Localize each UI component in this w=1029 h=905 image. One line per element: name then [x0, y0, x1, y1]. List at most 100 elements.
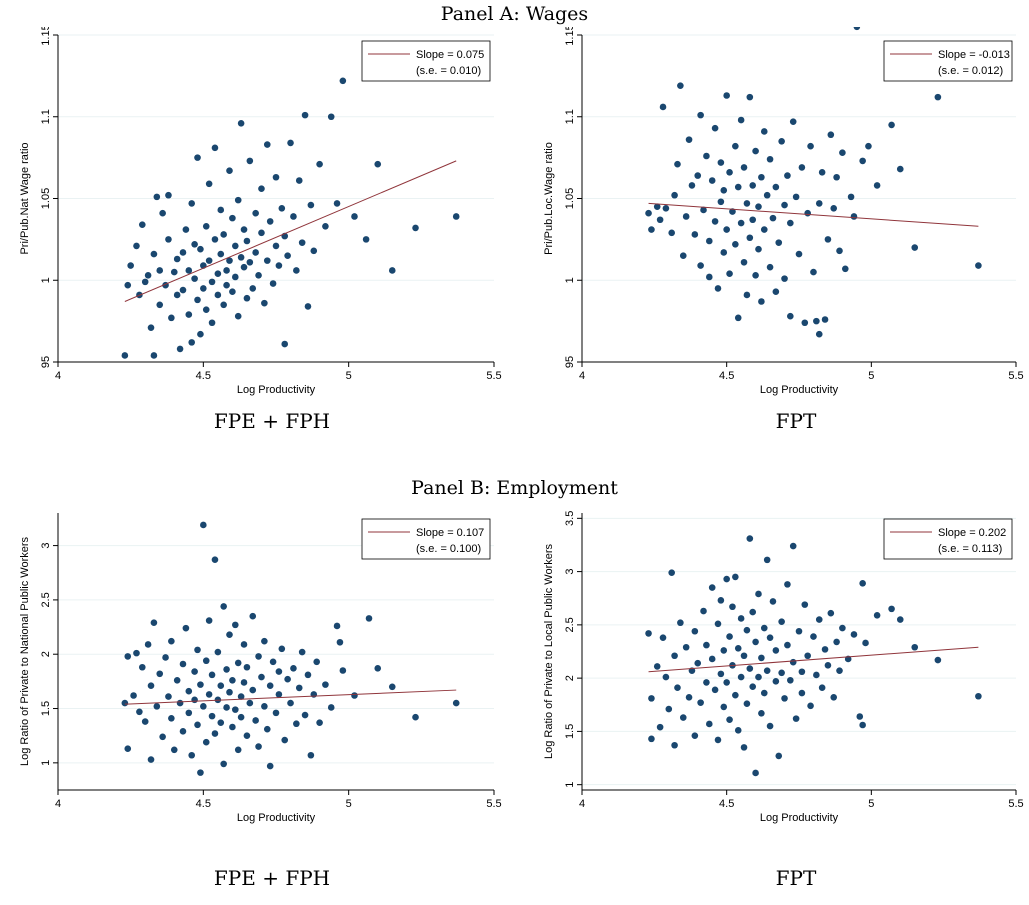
legend-se-text: (s.e. = 0.010) — [416, 65, 481, 77]
caption-wages-national: FPE + FPH — [213, 409, 331, 433]
scatter-point — [153, 193, 161, 201]
scatter-point — [261, 703, 268, 710]
scatter-point — [316, 160, 323, 168]
scatter-point — [141, 278, 149, 286]
scatter-point — [682, 643, 690, 651]
scatter-point — [645, 630, 652, 637]
scatter-point — [659, 103, 667, 111]
scatter-point — [249, 612, 257, 620]
scatter-point — [711, 124, 719, 132]
y-tick-label: 1.5 — [40, 701, 52, 716]
scatter-point — [789, 542, 797, 550]
scatter-point — [827, 131, 835, 139]
scatter-point — [711, 686, 719, 694]
scatter-point — [685, 694, 693, 701]
scatter-point — [703, 679, 710, 686]
scatter-point — [763, 556, 771, 564]
scatter-point — [760, 624, 768, 632]
scatter-point — [237, 713, 245, 721]
scatter-point — [295, 177, 303, 184]
scatter-point — [659, 634, 667, 641]
scatter-point — [827, 609, 835, 617]
scatter-point — [778, 669, 785, 677]
legend-slope-text: Slope = 0.107 — [416, 527, 484, 539]
scatter-point — [755, 203, 762, 210]
scatter-point — [706, 720, 713, 728]
scatter-point — [758, 298, 765, 305]
x-tick-label: 4 — [55, 370, 61, 382]
x-tick-label: 5 — [868, 370, 874, 382]
scatter-point — [211, 730, 219, 737]
scatter-point — [714, 285, 722, 292]
scatter-point — [246, 157, 254, 165]
scatter-point — [220, 231, 227, 238]
scatter-point — [784, 172, 791, 179]
scatter-point — [723, 226, 730, 233]
caption-employment-local: FPT — [775, 866, 817, 890]
scatter-point — [281, 736, 289, 744]
scatter-point — [144, 272, 152, 279]
y-tick-label: 1.15 — [40, 27, 52, 46]
y-axis-label: Log Ratio of Private to Local Public Wor… — [543, 543, 555, 759]
scatter-point — [833, 173, 840, 181]
scatter-point — [197, 769, 204, 776]
scatter-point — [412, 713, 419, 721]
scatter-point — [226, 257, 233, 264]
scatter-point — [830, 694, 838, 701]
y-tick-label: 1.1 — [564, 109, 576, 124]
scatter-point — [249, 686, 257, 694]
scatter-point — [749, 216, 757, 224]
scatter-point — [313, 658, 320, 666]
legend-se-text: (s.e. = 0.100) — [416, 543, 481, 555]
x-axis-label: Log Productivity — [237, 812, 316, 824]
scatter-point — [263, 141, 271, 148]
scatter-point — [694, 172, 702, 179]
scatter-point — [261, 637, 268, 645]
x-tick-label: 4.5 — [196, 798, 211, 810]
scatter-point — [255, 743, 262, 750]
scatter-point — [839, 624, 846, 632]
scatter-point — [179, 728, 187, 735]
wages-local-chart: 95 1 1.05 1.1 1.15 4 4.5 5 5.5 Log Productivity Pr… — [543, 27, 1024, 396]
scatter-point — [200, 285, 207, 292]
scatter-point — [934, 656, 942, 664]
scatter-point — [752, 147, 759, 155]
scatter-point — [804, 209, 811, 217]
scatter-point — [150, 352, 158, 359]
y-tick-label: 1.05 — [40, 188, 52, 209]
scatter-point — [232, 706, 239, 713]
scatter-point — [723, 92, 730, 99]
scatter-point — [830, 205, 838, 212]
scatter-point — [284, 252, 291, 260]
y-tick-label: 1 — [40, 277, 52, 283]
scatter-point — [766, 155, 774, 163]
scatter-point — [127, 262, 134, 269]
scatter-point — [853, 27, 861, 31]
legend-box — [883, 518, 1013, 560]
scatter-point — [732, 573, 739, 581]
scatter-point — [743, 200, 751, 207]
scatter-point — [795, 250, 803, 258]
scatter-point — [211, 556, 219, 564]
scatter-point — [896, 165, 904, 173]
scatter-point — [388, 683, 396, 691]
scatter-point — [740, 744, 748, 751]
scatter-point — [287, 139, 294, 147]
scatter-point — [374, 160, 382, 168]
scatter-point — [130, 692, 137, 699]
scatter-point — [766, 634, 774, 641]
scatter-point — [732, 142, 739, 150]
fit-line — [124, 160, 457, 302]
scatter-point — [243, 294, 251, 302]
scatter-point — [691, 627, 699, 635]
y-axis-label: Pri/Pub.Loc.Wage ratio — [543, 142, 555, 255]
scatter-point — [176, 345, 184, 353]
scatter-point — [862, 639, 869, 647]
scatter-point — [810, 633, 817, 640]
scatter-point — [896, 616, 904, 623]
scatter-point — [743, 291, 751, 299]
y-tick-label: 3 — [40, 543, 52, 549]
scatter-point — [179, 660, 187, 668]
scatter-point — [682, 213, 690, 220]
scatter-point — [694, 659, 702, 667]
